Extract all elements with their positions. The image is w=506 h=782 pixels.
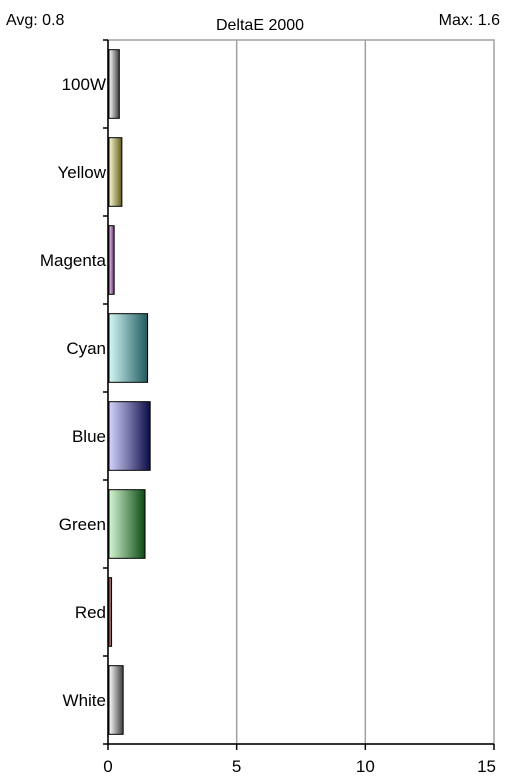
max-label: Max: 1.6 [439, 12, 500, 29]
category-label-blue: Blue [72, 427, 106, 446]
bar-blue [108, 401, 151, 471]
category-label-magenta: Magenta [40, 251, 107, 270]
plot-frame [107, 39, 495, 745]
category-label-red: Red [75, 603, 106, 622]
bar-white [108, 665, 124, 735]
x-tick-label-5: 5 [232, 757, 241, 776]
x-axis: 0 5 10 15 [103, 743, 496, 776]
bar-magenta [108, 225, 115, 295]
bar-cyan [108, 313, 149, 383]
avg-label: Avg: 0.8 [6, 12, 65, 29]
grid-lines [235, 40, 367, 744]
bar-red [108, 577, 113, 647]
category-label-cyan: Cyan [66, 339, 106, 358]
y-axis: 100W Yellow Magenta Cyan Blue Green Red White [40, 39, 109, 745]
category-label-green: Green [59, 515, 106, 534]
bars [108, 49, 151, 735]
bar-green [108, 489, 146, 559]
category-label-white: White [63, 691, 106, 710]
x-tick-label-15: 15 [477, 757, 496, 776]
category-label-100w: 100W [62, 75, 106, 94]
bar-100w [108, 49, 120, 119]
x-tick-label-10: 10 [356, 757, 375, 776]
category-label-yellow: Yellow [57, 163, 106, 182]
chart-title: DeltaE 2000 [216, 17, 304, 34]
bar-yellow [108, 137, 123, 207]
x-tick-label-0: 0 [103, 757, 112, 776]
